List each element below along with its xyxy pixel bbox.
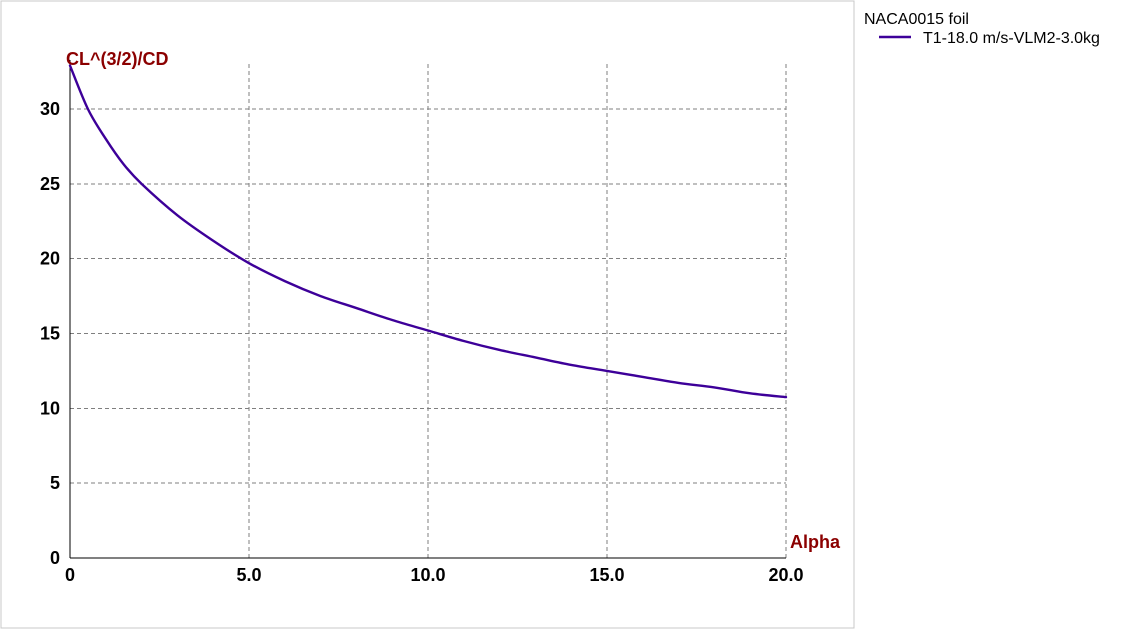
y-tick-label: 5 bbox=[50, 473, 60, 493]
series-line-0 bbox=[68, 64, 788, 399]
x-tick-label: 5.0 bbox=[236, 565, 261, 585]
x-tick-label: 15.0 bbox=[589, 565, 624, 585]
chart-frame bbox=[0, 0, 855, 629]
axis-layer bbox=[69, 60, 786, 559]
y-tick-label: 25 bbox=[40, 174, 60, 194]
y-axis-title: CL^(3/2)/CD bbox=[66, 49, 169, 69]
series-layer bbox=[68, 64, 788, 399]
y-tick-label: 30 bbox=[40, 99, 60, 119]
y-tick-label: 15 bbox=[40, 324, 60, 344]
x-axis-title: Alpha bbox=[790, 532, 841, 552]
y-tick-label: 10 bbox=[40, 398, 60, 418]
legend-title: NACA0015 foil bbox=[864, 11, 969, 28]
y-tick-label: 0 bbox=[50, 548, 60, 568]
grid-layer bbox=[70, 64, 787, 558]
x-tick-label: 0 bbox=[65, 565, 75, 585]
legend-series-label: T1-18.0 m/s-VLM2-3.0kg bbox=[923, 30, 1100, 47]
x-tick-label: 10.0 bbox=[410, 565, 445, 585]
tick-layer: 0 5.0 10.0 15.0 20.0 0 5 10 15 20 25 30 bbox=[40, 99, 804, 585]
y-tick-label: 20 bbox=[40, 249, 60, 269]
x-tick-label: 20.0 bbox=[768, 565, 803, 585]
legend: NACA0015 foil T1-18.0 m/s-VLM2-3.0kg bbox=[864, 11, 1100, 47]
